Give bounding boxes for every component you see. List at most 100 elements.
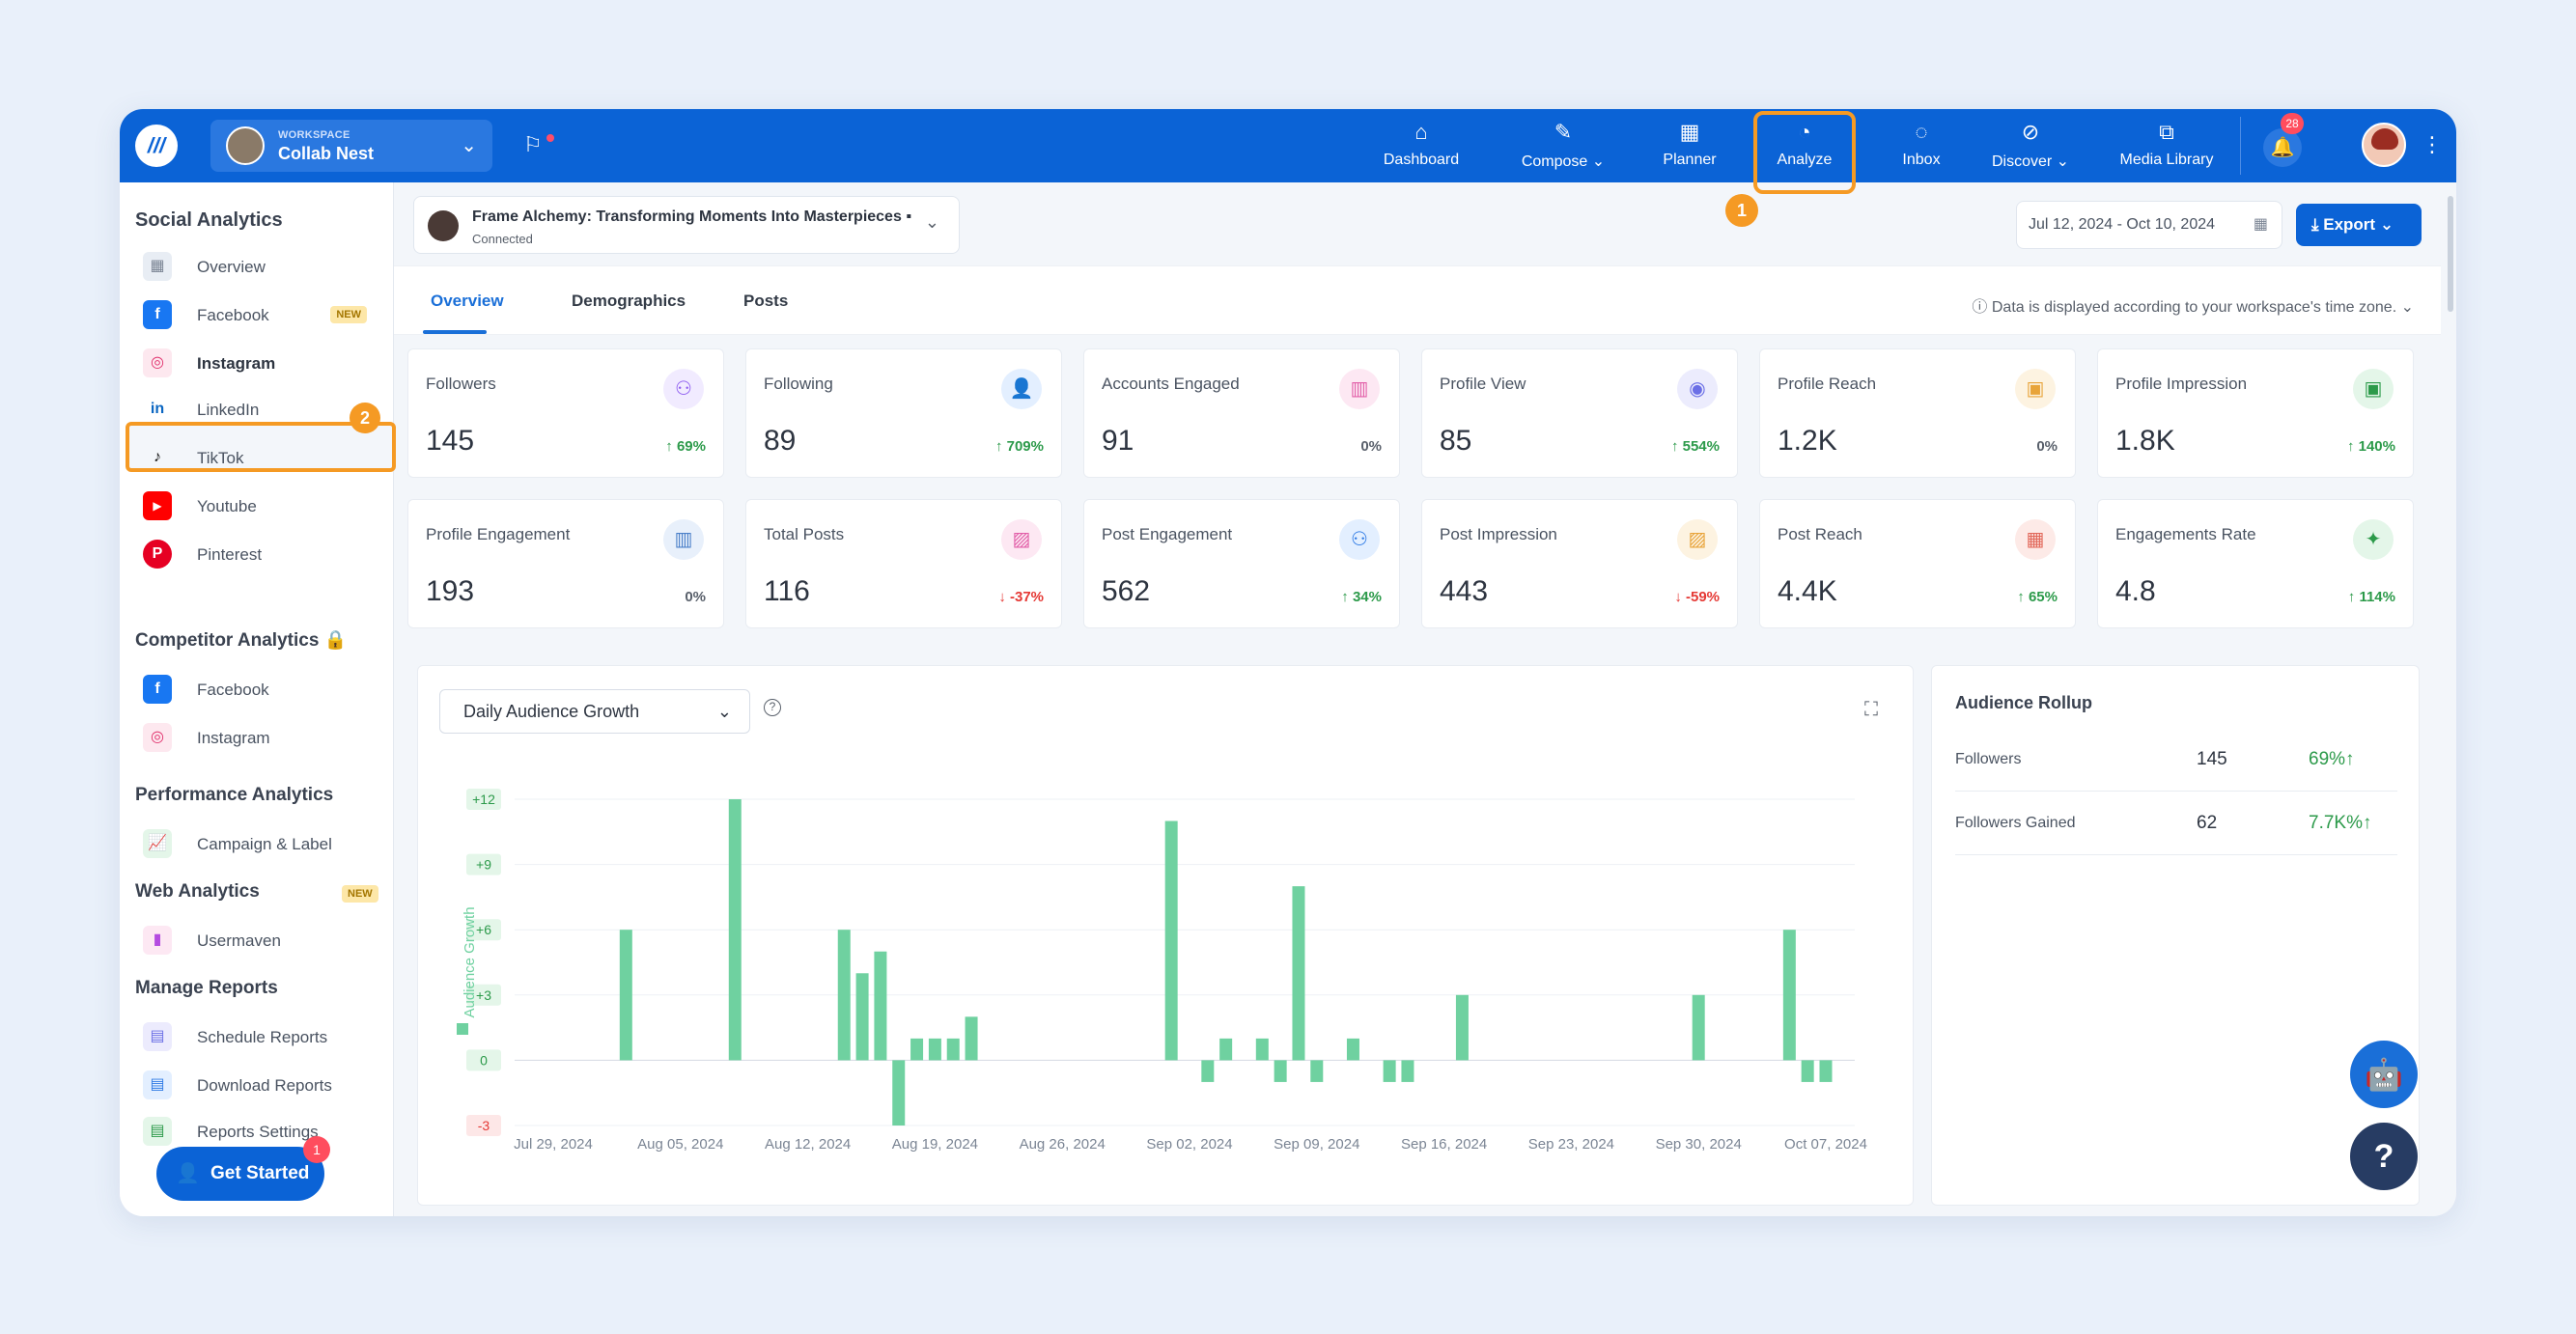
- metric-change: ↑ 709%: [994, 438, 1044, 455]
- y-tick-label: +3: [476, 987, 491, 1003]
- sidebar-item-tiktok[interactable]: ♪ TikTok: [143, 439, 375, 478]
- metric-title: Engagements Rate: [2115, 525, 2256, 543]
- nav-discover[interactable]: ⊘ Discover ⌄: [1977, 109, 2084, 182]
- x-tick-label: Aug 26, 2024: [1020, 1136, 1106, 1153]
- sidebar-item-usermaven[interactable]: ▮ Usermaven: [143, 922, 375, 960]
- metric-value: 1.8K: [2115, 425, 2175, 457]
- facebook-icon: f: [143, 300, 172, 329]
- chatbot-icon[interactable]: 🤖: [2350, 1041, 2418, 1108]
- rollup-label: Followers Gained: [1955, 815, 2076, 831]
- user-avatar[interactable]: [2362, 123, 2406, 167]
- account-selector[interactable]: Frame Alchemy: Transforming Moments Into…: [413, 196, 960, 254]
- y-tick-bg: [466, 789, 501, 810]
- sidebar-item-download-reports[interactable]: ▤ Download Reports: [143, 1067, 375, 1105]
- nav-label: Compose ⌄: [1521, 153, 1606, 170]
- image-icon: ▨: [1001, 519, 1042, 560]
- sidebar-item-competitor-facebook[interactable]: f Facebook: [143, 671, 375, 709]
- compass-icon: ⊘: [2021, 120, 2040, 144]
- bar: [1164, 820, 1178, 1061]
- sidebar-item-pinterest[interactable]: P Pinterest: [143, 536, 375, 574]
- sidebar-item-reports-settings[interactable]: ▤ Reports Settings: [143, 1113, 375, 1152]
- bar: [837, 930, 851, 1061]
- sidebar-item-label: Overview: [197, 258, 266, 276]
- legend-swatch: [457, 1023, 468, 1035]
- flag-icon[interactable]: ⚐: [523, 132, 543, 156]
- help-icon[interactable]: ?: [764, 699, 781, 716]
- metric-value: 91: [1102, 425, 1134, 457]
- instagram-icon: ◎: [143, 348, 172, 377]
- nav-divider: [2240, 117, 2241, 175]
- nav-analyze[interactable]: ◔ Analyze: [1761, 109, 1848, 182]
- post-reach-icon: ▦: [2015, 519, 2056, 560]
- bar: [728, 799, 742, 1061]
- workspace-thumbnail: [226, 126, 265, 165]
- scrollbar-track[interactable]: [2445, 182, 2454, 1216]
- sidebar-item-label: Download Reports: [197, 1076, 332, 1095]
- workspace-switcher[interactable]: WORKSPACE Collab Nest ⌄: [210, 120, 492, 172]
- metric-change: 0%: [685, 589, 706, 605]
- tab-posts[interactable]: Posts: [743, 292, 789, 310]
- nav-compose[interactable]: ✎ Compose ⌄: [1510, 109, 1616, 182]
- fullscreen-icon[interactable]: ⛶: [1864, 699, 1878, 720]
- metric-value: 145: [426, 425, 475, 457]
- metric-title: Post Impression: [1440, 525, 1557, 543]
- sidebar-item-campaign-label[interactable]: 📈 Campaign & Label: [143, 825, 375, 864]
- y-axis-label: Audience Growth: [462, 906, 478, 1017]
- x-tick-label: Sep 02, 2024: [1146, 1136, 1232, 1153]
- report-settings-icon: ▤: [143, 1117, 172, 1146]
- sidebar-item-youtube[interactable]: ▶ Youtube: [143, 487, 375, 526]
- scrollbar-thumb[interactable]: [2448, 196, 2453, 312]
- metric-title: Accounts Engaged: [1102, 375, 1240, 393]
- x-tick-label: Jul 29, 2024: [514, 1136, 593, 1153]
- bar-chart-icon: ▥: [1339, 369, 1380, 409]
- metric-change: ↓ -37%: [998, 589, 1044, 605]
- sidebar-item-schedule-reports[interactable]: ▤ Schedule Reports: [143, 1018, 375, 1057]
- eye-icon: ◉: [1677, 369, 1718, 409]
- export-button[interactable]: ⤓ Export ⌄: [2296, 204, 2422, 246]
- new-badge: NEW: [342, 885, 378, 903]
- tab-overview[interactable]: Overview: [431, 292, 504, 310]
- home-icon: ⌂: [1414, 120, 1428, 144]
- bell-icon[interactable]: 🔔: [2263, 128, 2302, 167]
- metric-card: Profile Engagement 193 0% ▥: [407, 499, 724, 628]
- account-avatar: [428, 210, 459, 241]
- step-badge-1: 1: [1725, 194, 1758, 227]
- bar: [874, 951, 887, 1061]
- metric-title: Profile Impression: [2115, 375, 2248, 393]
- help-button[interactable]: ?: [2350, 1123, 2418, 1190]
- app-logo[interactable]: ///: [135, 125, 178, 167]
- bar: [928, 1038, 941, 1061]
- rollup-value: 145: [2197, 749, 2227, 769]
- timezone-note[interactable]: ⓘ Data is displayed according to your wo…: [1972, 299, 2414, 316]
- date-range-text: Jul 12, 2024 - Oct 10, 2024: [2029, 216, 2216, 233]
- y-tick-bg: [466, 853, 501, 875]
- sidebar-item-label: Schedule Reports: [197, 1028, 328, 1046]
- more-options-icon[interactable]: ⋮: [2422, 132, 2443, 156]
- nav-inbox[interactable]: ◌ Inbox: [1883, 109, 1960, 182]
- youtube-icon: ▶: [143, 491, 172, 520]
- nav-dashboard[interactable]: ⌂ Dashboard: [1375, 109, 1468, 182]
- metric-change: 0%: [2036, 438, 2058, 455]
- sidebar-item-competitor-instagram[interactable]: ◎ Instagram: [143, 719, 375, 758]
- active-tab-indicator: [423, 330, 487, 334]
- sidebar-item-overview[interactable]: ▦ Overview: [143, 248, 375, 287]
- metric-value: 562: [1102, 575, 1151, 607]
- bar: [619, 930, 632, 1061]
- tab-demographics[interactable]: Demographics: [572, 292, 686, 310]
- sidebar-item-facebook[interactable]: f Facebook NEW: [143, 296, 375, 335]
- sidebar-item-instagram[interactable]: ◎ Instagram: [143, 345, 375, 383]
- sidebar-item-linkedin[interactable]: in LinkedIn: [143, 391, 375, 430]
- chart-type-dropdown[interactable]: Daily Audience Growth ⌄: [439, 689, 750, 734]
- sidebar-item-label: Campaign & Label: [197, 835, 332, 853]
- get-started-button[interactable]: 👤 Get Started: [156, 1147, 324, 1201]
- new-badge: NEW: [330, 306, 367, 323]
- date-range-picker[interactable]: Jul 12, 2024 - Oct 10, 2024 ▦: [2016, 201, 2282, 249]
- chevron-down-icon: ⌄: [2379, 215, 2394, 234]
- metric-title: Profile Engagement: [426, 525, 571, 543]
- grid-icon: ▦: [143, 252, 172, 281]
- x-tick-label: Aug 05, 2024: [637, 1136, 723, 1153]
- get-started-badge: 1: [303, 1136, 330, 1163]
- nav-planner[interactable]: ▦ Planner: [1651, 109, 1728, 182]
- tabs-bar: Overview Demographics Posts ⓘ Data is di…: [394, 265, 2441, 335]
- nav-media-library[interactable]: ⧉ Media Library: [2109, 109, 2225, 182]
